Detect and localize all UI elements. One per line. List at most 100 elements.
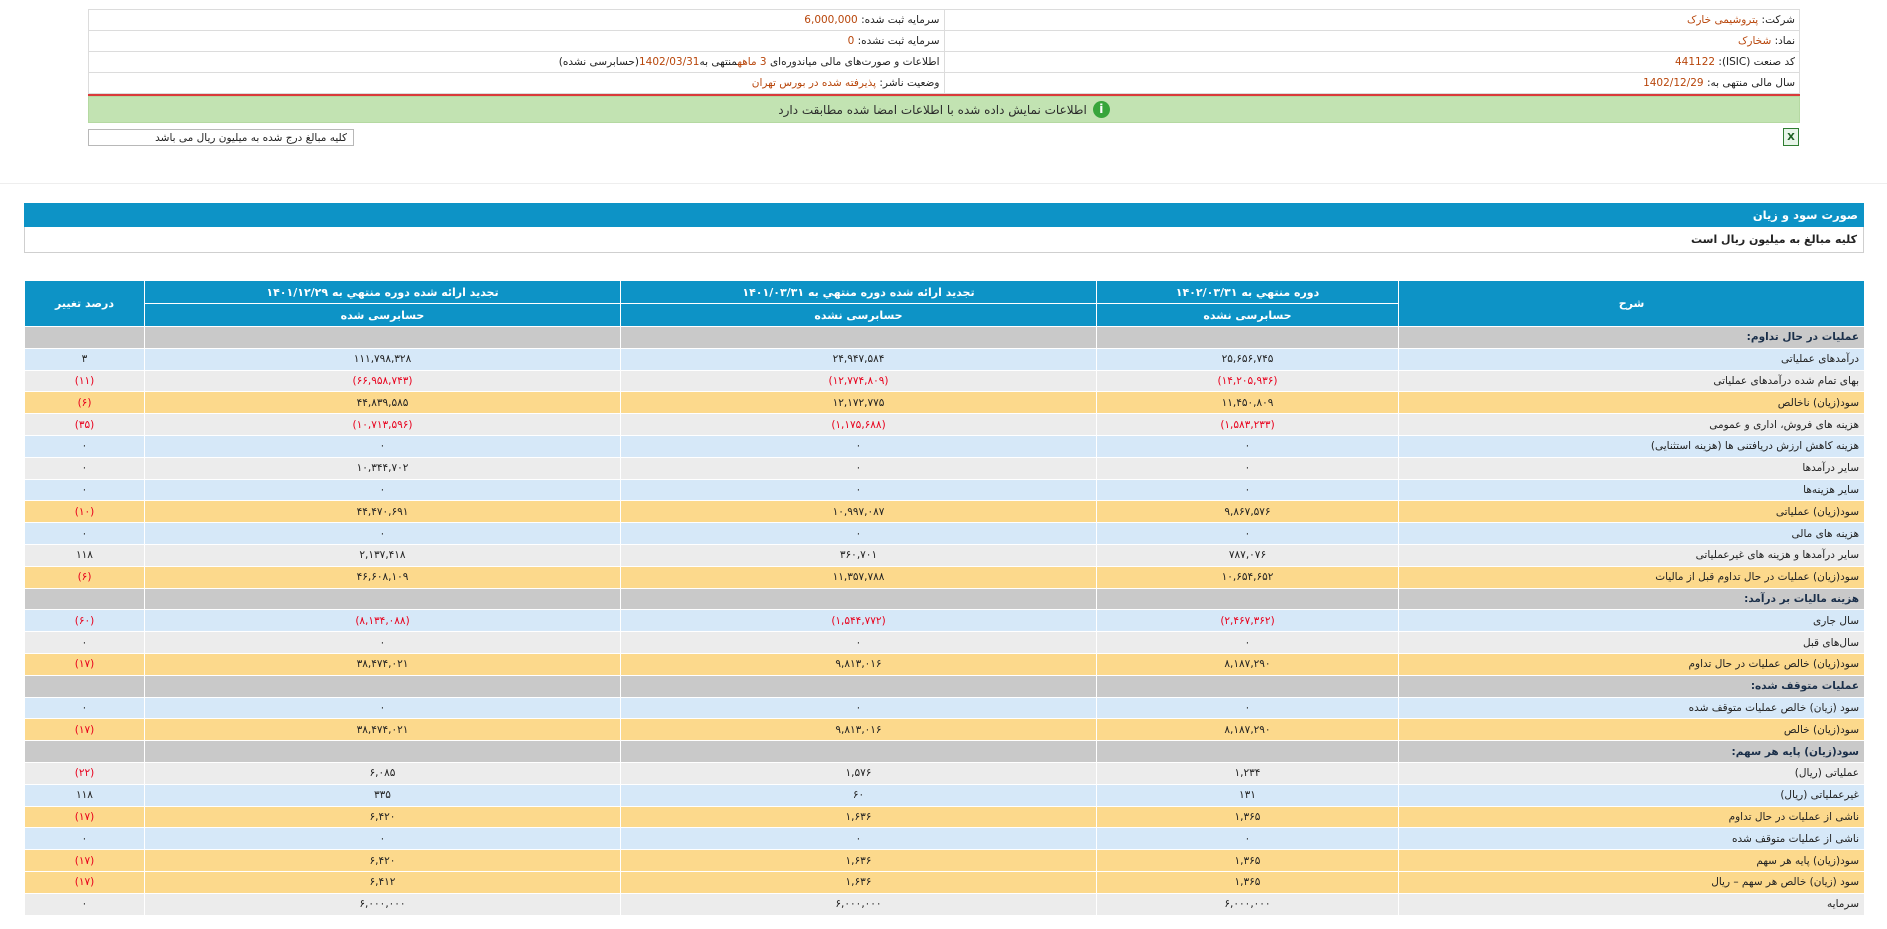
row-label: سود(زیان) عملیاتی <box>1398 500 1865 524</box>
row-label: ساير درآمدها و هزينه‏ هاى غيرعملياتى <box>1398 543 1865 567</box>
excel-export-icon[interactable]: X <box>1783 128 1799 146</box>
cell-period-2: ۰ <box>620 631 1097 654</box>
table-row: سود(زیان) عملیات در حال تداوم قبل از مال… <box>24 565 1865 589</box>
table-row: سود(زیان) ناخالص ۱۱,۴۵۰,۸۰۹ ۱۲,۱۷۲,۷۷۵ ۴۴,۸… <box>24 391 1865 415</box>
cell-period-3: ۴۴,۴۷۰,۶۹۱ <box>144 500 621 524</box>
cell-change <box>24 740 145 763</box>
row-label: سرمایه <box>1398 892 1865 916</box>
cell-period-3: (۱۰,۷۱۳,۵۹۶) <box>144 413 621 436</box>
cell-period-2: ۹,۸۱۳,۰۱۶ <box>620 652 1097 676</box>
table-row: ساير درآمدها و هزينه‏ هاى غيرعملياتى ۷۸۷,… <box>24 543 1865 567</box>
table-row: سال جاری (۲,۴۶۷,۳۶۲) (۱,۵۴۴,۷۷۲) (۸,۱۳۴,۰۸۸… <box>24 609 1865 633</box>
table-row: عملیاتی (ریال) ۱,۲۳۴ ۱,۵۷۶ ۶,۰۸۵ (۲۲) <box>24 761 1865 785</box>
cell-period-3: ۰ <box>144 478 621 502</box>
row-label: عملیاتی (ریال) <box>1398 761 1865 785</box>
table-row: هزينه‏ هاى فروش، ادارى و عمومى (۱,۵۸۳,۲۳۳… <box>24 413 1865 436</box>
publisher-status-label: وضعیت ناشر: <box>879 77 940 89</box>
cell-period-2: ۰ <box>620 434 1097 458</box>
publisher-status-value: پذیرفته شده در بورس تهران <box>751 77 877 89</box>
row-label: سال‌های قبل <box>1398 631 1865 654</box>
row-label: سود(زیان) ناخالص <box>1398 391 1865 415</box>
info-row: نماد: شخارک سرمایه ثبت نشده: 0 <box>88 30 1800 52</box>
cell-period-1: ۸,۱۸۷,۲۹۰ <box>1096 652 1399 676</box>
row-label: سال جاری <box>1398 609 1865 633</box>
cell-period-2 <box>620 587 1097 611</box>
capital-registered-cell: سرمایه ثبت شده: 6,000,000 <box>88 9 945 31</box>
cell-period-2: ۶,۰۰۰,۰۰۰ <box>620 892 1097 916</box>
table-row: سود(زیان) پایه هر سهم ۱,۳۶۵ ۱,۶۳۶ ۶,۴۲۰ (۱۷) <box>24 849 1865 872</box>
row-label: هزینه مالیات بر درآمد: <box>1398 587 1865 611</box>
col-header-desc: شرح <box>1398 280 1865 327</box>
income-statement-table: شرح دوره منتهي به ۱۴۰۲/۰۳/۳۱ تجديد ارائه… <box>24 280 1865 916</box>
cell-period-2: ۹,۸۱۳,۰۱۶ <box>620 718 1097 742</box>
cell-period-1: (۱,۵۸۳,۲۳۳) <box>1096 413 1399 436</box>
cell-period-1: ۱,۳۶۵ <box>1096 805 1399 829</box>
cell-period-1: ۱۳۱ <box>1096 783 1399 807</box>
row-label: ناشی از عملیات متوقف شده <box>1398 827 1865 851</box>
statement-subtitle: کلیه مبالغ به میلیون ریال است <box>24 227 1864 253</box>
cell-period-1: (۱۴,۲۰۵,۹۳۶) <box>1096 369 1399 393</box>
cell-change: ۰ <box>24 696 145 720</box>
statement-title: صورت سود و زیان <box>24 203 1864 227</box>
subheader-period-2: حسابرسی نشده <box>620 303 1097 327</box>
cell-period-3: ۶,۴۲۰ <box>144 849 621 872</box>
cell-period-3: ۶,۰۸۵ <box>144 761 621 785</box>
table-row: ناشی از عملیات متوقف شده ۰ ۰ ۰ ۰ <box>24 827 1865 851</box>
fiscal-year-label: سال مالی منتهی به: <box>1706 77 1795 89</box>
section-header-row: عملیات متوقف شده: <box>24 674 1865 698</box>
cell-change: (۶) <box>24 391 145 415</box>
cell-period-2: ۲۴,۹۴۷,۵۸۴ <box>620 347 1097 371</box>
cell-change: ۰ <box>24 892 145 916</box>
section-divider <box>0 183 1887 184</box>
cell-period-2: (۱,۵۴۴,۷۷۲) <box>620 609 1097 633</box>
col-header-period-3: تجديد ارائه شده دوره منتهي به ۱۴۰۱/۱۲/۲۹ <box>144 280 621 304</box>
fiscal-year-cell: سال مالی منتهی به: 1402/12/29 <box>943 72 1800 94</box>
cell-change: (۶۰) <box>24 609 145 633</box>
cell-period-3 <box>144 587 621 611</box>
row-label: ناشی از عملیات در حال تداوم <box>1398 805 1865 829</box>
cell-period-1: ۲۵,۶۵۶,۷۴۵ <box>1096 347 1399 371</box>
cell-period-2: ۳۶۰,۷۰۱ <box>620 543 1097 567</box>
cell-period-1 <box>1096 674 1399 698</box>
cell-period-1: ۰ <box>1096 478 1399 502</box>
row-label: ساير درآمدها <box>1398 456 1865 480</box>
cell-period-1: ۰ <box>1096 456 1399 480</box>
cell-period-2: ۱,۶۳۶ <box>620 870 1097 894</box>
report-desc-prefix: اطلاعات و صورت‌های مالی میاندوره‌ای <box>769 56 940 68</box>
cell-change: ۰ <box>24 827 145 851</box>
header-row: شرح دوره منتهي به ۱۴۰۲/۰۳/۳۱ تجديد ارائه… <box>24 280 1865 327</box>
company-value: پتروشیمی خارک <box>1686 14 1759 26</box>
table-row: هزینه کاهش ارزش دریافتنی ها (هزینه استثن… <box>24 434 1865 458</box>
report-desc-status: (حسابرسی نشده) <box>558 56 639 68</box>
cell-period-1: ۰ <box>1096 434 1399 458</box>
cell-period-2: ۱,۶۳۶ <box>620 849 1097 872</box>
company-info-panel: شرکت: پتروشیمی خارک سرمایه ثبت شده: 6,00… <box>88 9 1800 123</box>
cell-change: ۱۱۸ <box>24 783 145 807</box>
cell-change: (۱۷) <box>24 805 145 829</box>
cell-period-3: ۰ <box>144 827 621 851</box>
row-label: درآمدهای عملیاتی <box>1398 347 1865 371</box>
table-row: سال‌های قبل ۰ ۰ ۰ ۰ <box>24 631 1865 654</box>
cell-change: (۶) <box>24 565 145 589</box>
row-label: عملیات متوقف شده: <box>1398 674 1865 698</box>
table-row: سود (زیان) خالص عملیات متوقف شده ۰ ۰ ۰ ۰ <box>24 696 1865 720</box>
isic-label: کد صنعت (ISIC): <box>1718 56 1795 68</box>
cell-period-3: ۶,۰۰۰,۰۰۰ <box>144 892 621 916</box>
cell-period-2: ۰ <box>620 827 1097 851</box>
row-label: بهاى تمام شده درآمدهای عملیاتی <box>1398 369 1865 393</box>
cell-period-3: ۱۰,۳۴۴,۷۰۲ <box>144 456 621 480</box>
company-label: شرکت: <box>1761 14 1795 26</box>
row-label: سود(زیان) پایه هر سهم <box>1398 849 1865 872</box>
row-label: سود(زیان) خالص عملیات در حال تداوم <box>1398 652 1865 676</box>
units-select[interactable]: کلیه مبالغ درج شده به میلیون ریال می باش… <box>88 129 354 146</box>
cell-period-1: ۹,۸۶۷,۵۷۶ <box>1096 500 1399 524</box>
cell-period-2: ۱,۶۳۶ <box>620 805 1097 829</box>
table-row: هزينه‏ هاى مالى ۰ ۰ ۰ ۰ <box>24 522 1865 545</box>
cell-change <box>24 326 145 349</box>
cell-period-3 <box>144 326 621 349</box>
notice-text: اطلاعات نمایش داده شده با اطلاعات امضا ش… <box>778 102 1087 117</box>
cell-change <box>24 674 145 698</box>
cell-period-2: ۰ <box>620 478 1097 502</box>
cell-period-3: ۳۸,۴۷۴,۰۲۱ <box>144 652 621 676</box>
info-row: کد صنعت (ISIC): 441122 اطلاعات و صورت‌ها… <box>88 51 1800 73</box>
